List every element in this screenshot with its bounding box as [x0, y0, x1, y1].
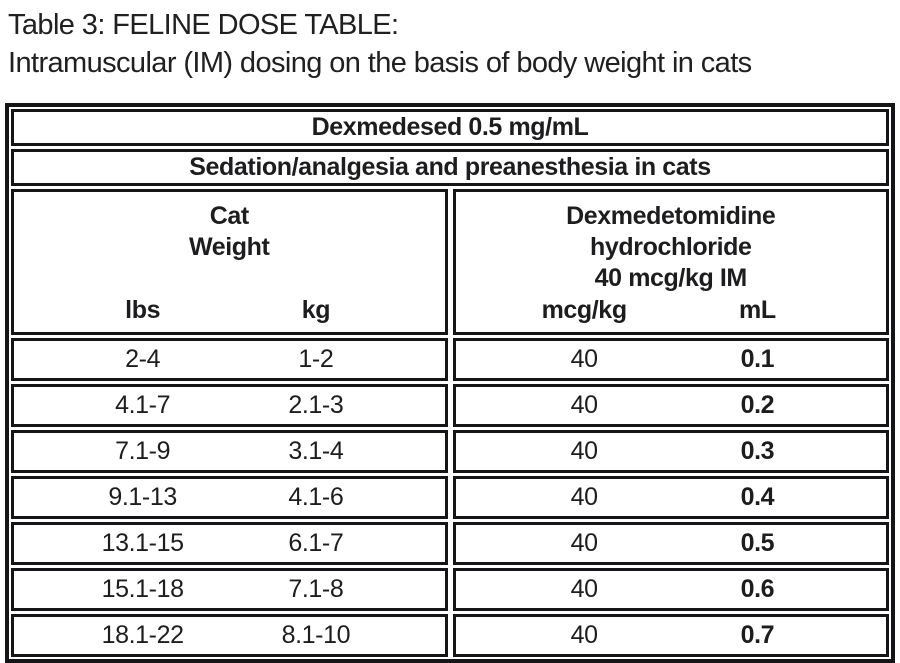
- ml-value: 0.3: [740, 437, 775, 465]
- dose-group-label: Dexmedetomidine hydrochloride 40 mcg/kg …: [566, 201, 776, 294]
- ml-value: 0.2: [740, 391, 775, 419]
- dose-label-line1: Dexmedetomidine: [566, 202, 776, 230]
- dose-subheaders: mcg/kg mL: [456, 296, 887, 325]
- dose-cell: 40 0.6: [452, 568, 889, 611]
- cat-weight-label-line1: Cat: [209, 202, 249, 230]
- mcg-kg-value: 40: [570, 529, 598, 557]
- kg-value: 6.1-7: [288, 529, 344, 557]
- lbs-value: 13.1-15: [101, 529, 184, 557]
- mcg-kg-value: 40: [570, 345, 598, 373]
- indication-header-row: Sedation/analgesia and preanesthesia in …: [11, 149, 889, 186]
- dose-cell: 40 0.2: [452, 384, 889, 427]
- weight-cell: 18.1-22 8.1-10: [11, 614, 448, 657]
- weight-cell: 15.1-18 7.1-8: [11, 568, 448, 611]
- mcg-kg-value: 40: [570, 483, 598, 511]
- kg-value: 1-2: [298, 345, 334, 373]
- ml-value: 0.7: [740, 621, 775, 649]
- lbs-value: 4.1-7: [115, 391, 171, 419]
- lbs-value: 15.1-18: [101, 575, 184, 603]
- ml-value: 0.1: [740, 345, 775, 373]
- ml-value: 0.5: [740, 529, 775, 557]
- dose-cell: 40 0.1: [452, 338, 889, 381]
- dose-cell: 40 0.7: [452, 614, 889, 657]
- mcg-kg-value: 40: [570, 575, 598, 603]
- weight-cell: 2-4 1-2: [11, 338, 448, 381]
- weight-cell: 13.1-15 6.1-7: [11, 522, 448, 565]
- table-row: 2-4 1-2 40 0.1: [11, 338, 889, 381]
- product-name-cell: Dexmedesed 0.5 mg/mL: [11, 109, 889, 146]
- kg-value: 2.1-3: [288, 391, 344, 419]
- weight-cell: 4.1-7 2.1-3: [11, 384, 448, 427]
- column-header-ml: mL: [739, 296, 776, 324]
- kg-value: 4.1-6: [288, 483, 344, 511]
- table-caption-line1: Table 3: FELINE DOSE TABLE:: [8, 9, 399, 41]
- dose-label-line2: hydrochloride: [590, 233, 752, 261]
- lbs-value: 2-4: [125, 345, 161, 373]
- indication-cell: Sedation/analgesia and preanesthesia in …: [11, 149, 889, 186]
- weight-cell: 7.1-9 3.1-4: [11, 430, 448, 473]
- dose-header-cell: Dexmedetomidine hydrochloride 40 mcg/kg …: [452, 189, 889, 335]
- kg-value: 8.1-10: [281, 621, 351, 649]
- mcg-kg-value: 40: [570, 391, 598, 419]
- kg-value: 7.1-8: [288, 575, 344, 603]
- weight-subheaders: lbs kg: [14, 296, 445, 325]
- weight-cell: 9.1-13 4.1-6: [11, 476, 448, 519]
- mcg-kg-value: 40: [570, 621, 598, 649]
- lbs-value: 18.1-22: [101, 621, 184, 649]
- table-row: 9.1-13 4.1-6 40 0.4: [11, 476, 889, 519]
- table-caption: Table 3: FELINE DOSE TABLE: Intramuscula…: [8, 6, 752, 82]
- lbs-value: 7.1-9: [115, 437, 171, 465]
- column-header-row: Cat Weight lbs kg Dexmedetomidine hydroc…: [11, 189, 889, 335]
- table-row: 4.1-7 2.1-3 40 0.2: [11, 384, 889, 427]
- kg-value: 3.1-4: [288, 437, 344, 465]
- feline-dose-table: Dexmedesed 0.5 mg/mL Sedation/analgesia …: [5, 103, 895, 663]
- cat-weight-header-cell: Cat Weight lbs kg: [11, 189, 448, 335]
- table-row: 18.1-22 8.1-10 40 0.7: [11, 614, 889, 657]
- table-row: 13.1-15 6.1-7 40 0.5: [11, 522, 889, 565]
- dose-cell: 40 0.5: [452, 522, 889, 565]
- column-header-lbs: lbs: [125, 296, 161, 324]
- table-row: 7.1-9 3.1-4 40 0.3: [11, 430, 889, 473]
- cat-weight-label-line2: Weight: [189, 233, 270, 261]
- ml-value: 0.4: [740, 483, 775, 511]
- cat-weight-group-label: Cat Weight: [189, 201, 270, 263]
- table-caption-line2: Intramuscular (IM) dosing on the basis o…: [8, 47, 752, 79]
- product-header-row: Dexmedesed 0.5 mg/mL: [11, 109, 889, 146]
- mcg-kg-value: 40: [570, 437, 598, 465]
- dose-label-line3: 40 mcg/kg IM: [594, 264, 748, 292]
- dose-cell: 40 0.4: [452, 476, 889, 519]
- table-row: 15.1-18 7.1-8 40 0.6: [11, 568, 889, 611]
- dose-cell: 40 0.3: [452, 430, 889, 473]
- column-header-mcg-kg: mcg/kg: [541, 296, 628, 324]
- lbs-value: 9.1-13: [108, 483, 177, 511]
- column-header-kg: kg: [301, 296, 331, 324]
- ml-value: 0.6: [740, 575, 775, 603]
